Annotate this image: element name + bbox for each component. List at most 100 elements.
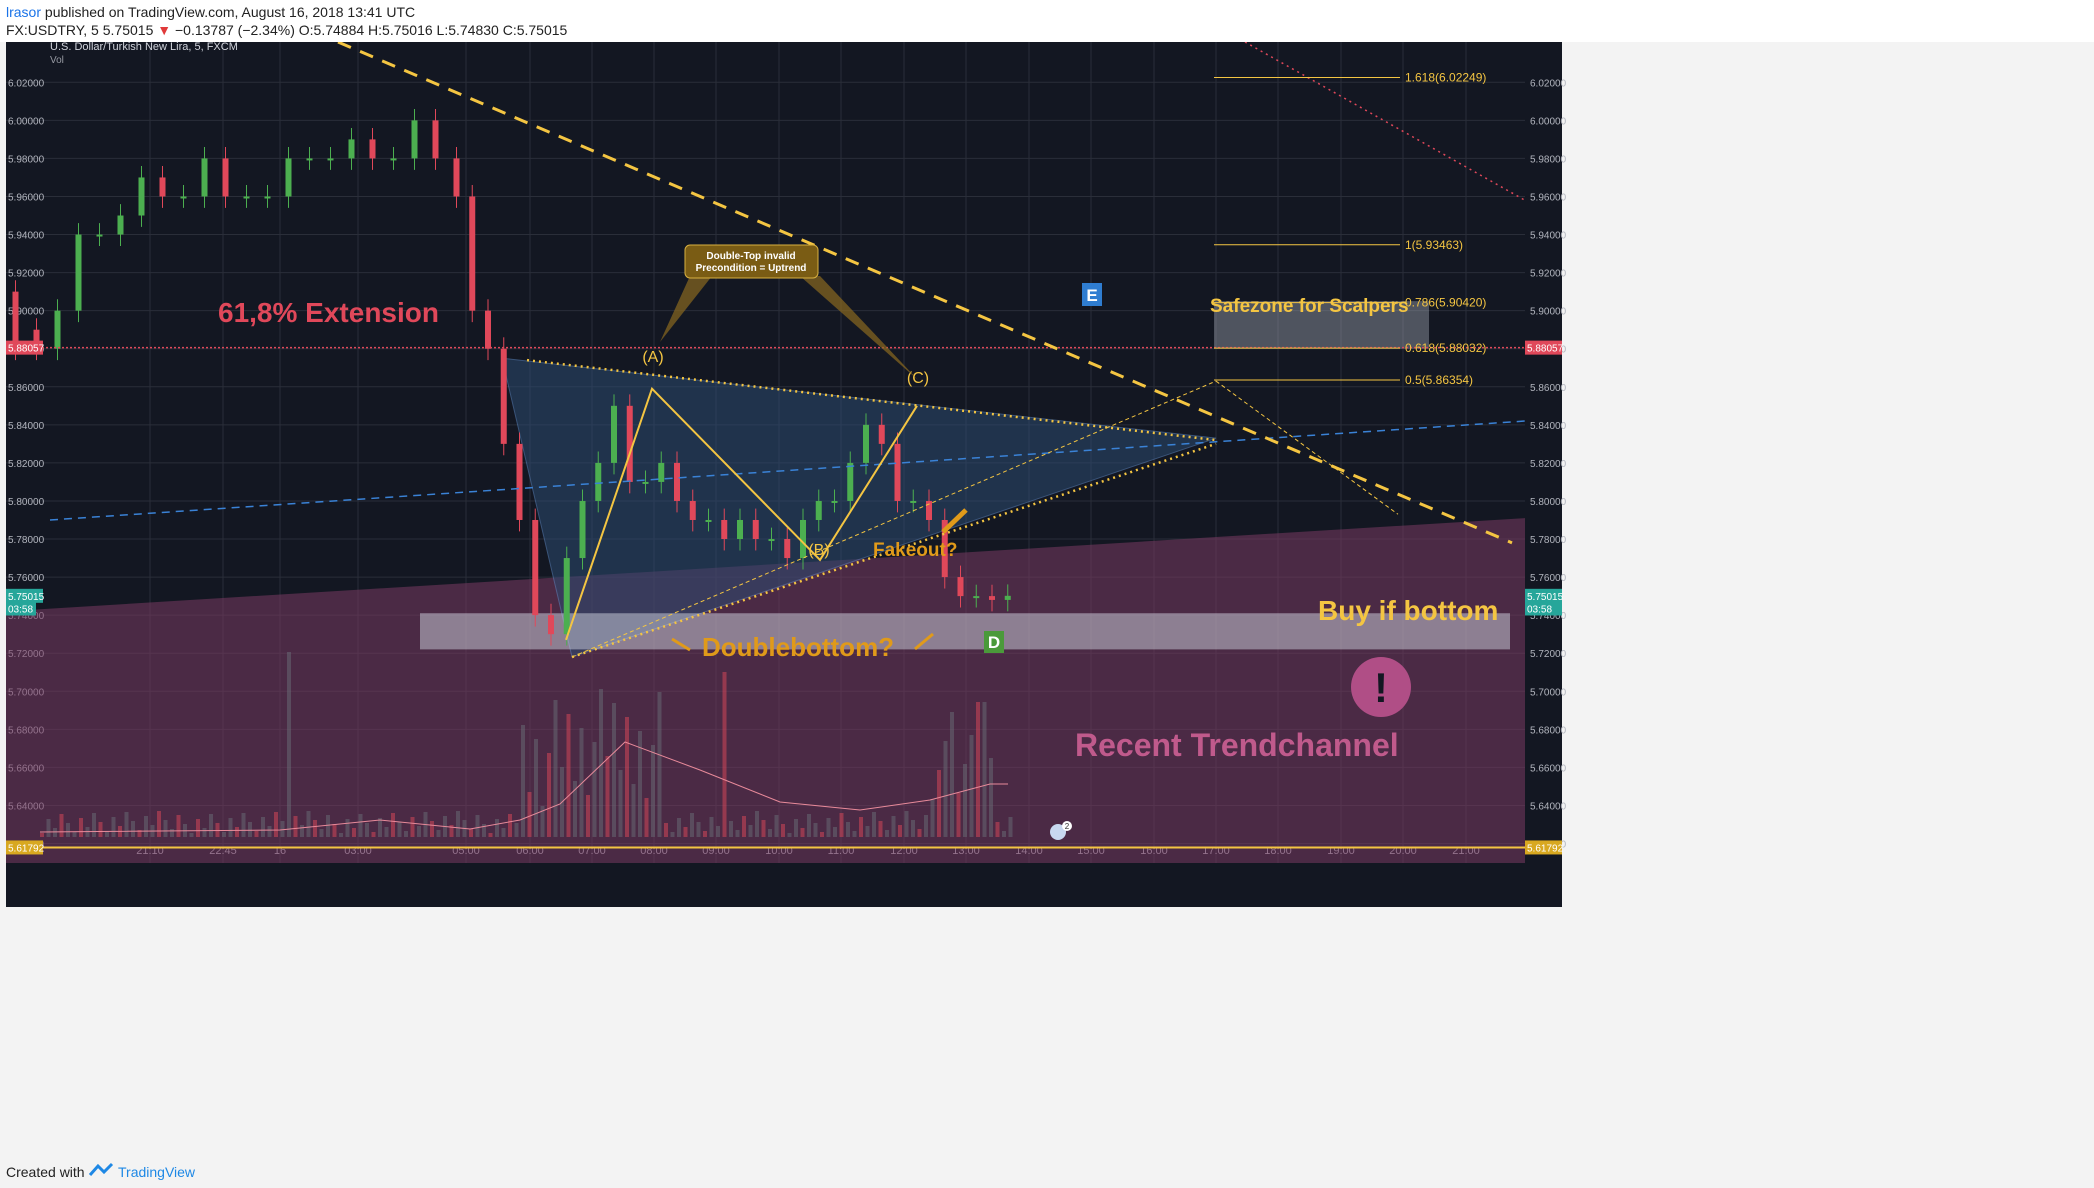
volume-bar bbox=[729, 821, 733, 837]
y-tick-label-left: 6.00000 bbox=[8, 116, 45, 127]
candle-body bbox=[989, 596, 995, 600]
resistance-price-tag-left-box bbox=[6, 340, 43, 355]
tradingview-brand[interactable]: TradingView bbox=[118, 1164, 196, 1180]
trend-channel bbox=[6, 518, 1525, 863]
marker-d-label: D bbox=[988, 633, 1000, 652]
volume-bar bbox=[475, 815, 480, 837]
volume-bar bbox=[995, 822, 1000, 837]
volume-bar bbox=[540, 806, 545, 837]
volume-bar bbox=[488, 833, 493, 837]
volume-bar bbox=[859, 817, 863, 837]
candle-body bbox=[626, 405, 633, 482]
y-tick-label-left: 5.92000 bbox=[8, 269, 45, 280]
fakeout-arrow-icon bbox=[941, 508, 968, 534]
volume-bar bbox=[53, 828, 57, 837]
volume-bar bbox=[98, 822, 103, 837]
author-link[interactable]: lrasor bbox=[6, 4, 42, 20]
y-tick-label-right: 5.78000 bbox=[1530, 535, 1567, 546]
candle-body bbox=[390, 158, 397, 161]
y-tick-label-right: 5.92000 bbox=[1530, 269, 1567, 280]
buy-zone-label: Buy if bottom bbox=[1318, 595, 1498, 626]
volume-bar bbox=[209, 814, 213, 837]
down-arrow-icon: ▼ bbox=[157, 22, 172, 38]
candle-body bbox=[705, 519, 712, 522]
callout-pointer-a bbox=[660, 276, 712, 342]
candle-body bbox=[201, 158, 208, 197]
resistance-price-tag-right: 5.88057 bbox=[1527, 344, 1564, 355]
candle-body bbox=[138, 177, 145, 216]
volume-bar bbox=[748, 825, 753, 837]
y-tick-label-right: 5.74000 bbox=[1530, 611, 1567, 622]
resistance-price-tag-left: 5.88057 bbox=[8, 344, 45, 355]
volume-bar bbox=[794, 819, 798, 837]
volume-bar bbox=[566, 714, 571, 837]
volume-bar bbox=[846, 822, 850, 837]
volume-bar bbox=[631, 784, 636, 837]
volume-bar bbox=[820, 832, 824, 837]
volume-bar bbox=[982, 702, 987, 837]
volume-bar bbox=[365, 823, 369, 837]
volume-bar bbox=[436, 830, 441, 837]
y-tick-label-left: 5.80000 bbox=[8, 497, 45, 508]
callout-line-2: Precondition = Uptrend bbox=[696, 263, 807, 274]
current-price-tag-right-box bbox=[1525, 588, 1562, 603]
price-chart[interactable]: 6.02000 6.02000 6.00000 6.00000 5.98000 5.980… bbox=[0, 42, 2094, 1154]
volume-bar bbox=[189, 833, 194, 837]
volume-bar bbox=[735, 830, 740, 837]
candle-body bbox=[611, 405, 617, 463]
volume-bar bbox=[163, 820, 168, 837]
volume-bar bbox=[527, 792, 532, 837]
candle-body bbox=[306, 158, 313, 161]
volume-bar bbox=[92, 813, 96, 837]
symbol-label: FX:USDTRY, 5 bbox=[6, 22, 99, 38]
candle-body bbox=[469, 196, 476, 311]
y-tick-label-right: 5.72000 bbox=[1530, 649, 1567, 660]
volume-bar bbox=[482, 824, 486, 837]
volume-bar bbox=[248, 822, 252, 837]
volume-bar bbox=[690, 813, 694, 837]
volume-bar bbox=[293, 816, 298, 837]
volume-bar bbox=[404, 831, 408, 837]
price-axis bbox=[1525, 42, 1562, 863]
candle-body bbox=[674, 462, 680, 501]
support-price-tag-left-box bbox=[6, 840, 43, 855]
y-tick-label-right: 5.90000 bbox=[1530, 307, 1567, 318]
volume-bar bbox=[722, 672, 727, 837]
volume-bar bbox=[826, 818, 831, 837]
volume-bar bbox=[410, 817, 415, 837]
event-count: 2 bbox=[1065, 822, 1070, 831]
callout-pointer-c bbox=[800, 276, 918, 380]
candle-body bbox=[595, 462, 602, 501]
countdown-right: 03:58 bbox=[1527, 604, 1552, 615]
fib-level-label: 1(5.93463) bbox=[1405, 238, 1463, 252]
marker-e bbox=[1082, 283, 1102, 306]
y-tick-label-left: 5.76000 bbox=[8, 573, 45, 584]
volume-bar bbox=[397, 822, 402, 837]
volume-bar bbox=[833, 827, 837, 837]
y-tick-label-right: 5.64000 bbox=[1530, 801, 1567, 812]
volume-bar bbox=[865, 826, 870, 837]
tradingview-logo-icon[interactable] bbox=[88, 1162, 114, 1178]
volume-bar bbox=[579, 728, 584, 837]
volume-bar bbox=[937, 770, 941, 837]
chart-header: lrasor published on TradingView.com, Aug… bbox=[0, 0, 2094, 42]
support-price-tag-left: 5.61792 bbox=[8, 843, 45, 854]
volume-bar bbox=[59, 814, 64, 837]
volume-bar bbox=[716, 826, 720, 837]
candle-body bbox=[243, 196, 250, 199]
volume-bar bbox=[144, 816, 148, 837]
volume-bar bbox=[618, 770, 623, 837]
candle-body bbox=[563, 558, 570, 635]
volume-bar bbox=[703, 831, 707, 837]
candle-body bbox=[485, 310, 491, 349]
fib-level-label: 0.618(5.88032) bbox=[1405, 341, 1486, 355]
candle-body bbox=[579, 500, 586, 559]
chart-title: U.S. Dollar/Turkish New Lira, 5, FXCM bbox=[50, 42, 238, 53]
candle-body bbox=[752, 519, 759, 540]
countdown-box-right bbox=[1525, 601, 1562, 616]
countdown-box-left bbox=[6, 601, 36, 616]
volume-bar bbox=[813, 823, 818, 837]
candle-body bbox=[532, 519, 539, 616]
publish-info: lrasor published on TradingView.com, Aug… bbox=[6, 4, 415, 20]
callout-line-1: Double-Top invalid bbox=[706, 251, 795, 262]
